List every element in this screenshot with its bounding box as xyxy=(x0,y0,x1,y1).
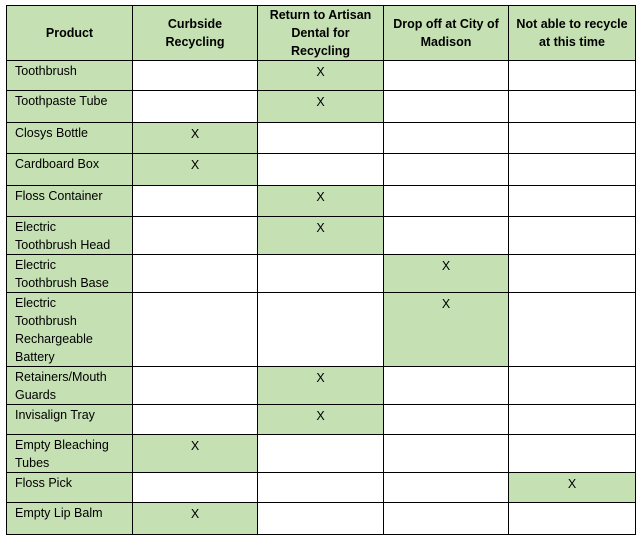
header-cell: Drop off at City of Madison xyxy=(383,5,509,61)
empty-cell xyxy=(383,472,509,503)
marked-cell: X xyxy=(257,404,384,435)
table-row: Closys Bottle X xyxy=(6,122,636,154)
empty-cell xyxy=(383,185,509,217)
empty-cell xyxy=(257,153,384,186)
product-cell: Empty Lip Balm xyxy=(6,502,133,535)
empty-cell xyxy=(508,404,636,435)
empty-cell xyxy=(132,60,258,91)
empty-cell xyxy=(383,366,509,405)
empty-cell xyxy=(508,434,636,473)
empty-cell xyxy=(508,366,636,405)
empty-cell xyxy=(383,122,509,154)
empty-cell xyxy=(508,90,636,123)
empty-cell xyxy=(508,292,636,367)
table-row: Electric Toothbrush Head X xyxy=(6,216,636,255)
empty-cell xyxy=(132,185,258,217)
product-cell: Electric Toothbrush Head xyxy=(6,216,133,255)
marked-cell: X xyxy=(132,122,258,154)
marked-cell: X xyxy=(257,216,384,255)
empty-cell xyxy=(508,216,636,255)
table-row: Electric Toothbrush Base X xyxy=(6,254,636,293)
product-cell: Invisalign Tray xyxy=(6,404,133,435)
table-row: Empty Lip Balm X xyxy=(6,502,636,535)
table-row: Floss Container X xyxy=(6,185,636,217)
empty-cell xyxy=(132,292,258,367)
product-cell: Cardboard Box xyxy=(6,153,133,186)
empty-cell xyxy=(383,90,509,123)
product-cell: Toothpaste Tube xyxy=(6,90,133,123)
table-body: Toothbrush X Toothpaste Tube X Closys Bottle… xyxy=(6,60,636,535)
empty-cell xyxy=(508,502,636,535)
header-cell: Product xyxy=(6,5,133,61)
empty-cell xyxy=(257,472,384,503)
marked-cell: X xyxy=(508,472,636,503)
marked-cell: X xyxy=(257,366,384,405)
empty-cell xyxy=(383,153,509,186)
empty-cell xyxy=(257,434,384,473)
header-cell: Curbside Recycling xyxy=(132,5,258,61)
empty-cell xyxy=(132,90,258,123)
product-cell: Empty Bleaching Tubes xyxy=(6,434,133,473)
empty-cell xyxy=(383,60,509,91)
table-row: Cardboard Box X xyxy=(6,153,636,186)
marked-cell: X xyxy=(257,90,384,123)
table-row: Toothpaste Tube X xyxy=(6,90,636,123)
table-row: Floss Pick X xyxy=(6,472,636,503)
empty-cell xyxy=(508,254,636,293)
marked-cell: X xyxy=(132,434,258,473)
empty-cell xyxy=(132,216,258,255)
header-row: Product Curbside Recycling Return to Artis… xyxy=(6,5,636,61)
empty-cell xyxy=(383,216,509,255)
product-cell: Floss Container xyxy=(6,185,133,217)
marked-cell: X xyxy=(257,185,384,217)
empty-cell xyxy=(508,122,636,154)
empty-cell xyxy=(508,185,636,217)
table-row: Retainers/Mouth Guards X xyxy=(6,366,636,405)
product-cell: Closys Bottle xyxy=(6,122,133,154)
product-cell: Electric Toothbrush Rechargeable Battery xyxy=(6,292,133,367)
empty-cell xyxy=(508,60,636,91)
header-cell: Not able to recycle at this time xyxy=(508,5,636,61)
empty-cell xyxy=(132,366,258,405)
product-cell: Retainers/Mouth Guards xyxy=(6,366,133,405)
empty-cell xyxy=(383,404,509,435)
product-cell: Toothbrush xyxy=(6,60,133,91)
recycling-table: Product Curbside Recycling Return to Artis… xyxy=(6,5,636,535)
table-row: Empty Bleaching Tubes X xyxy=(6,434,636,473)
empty-cell xyxy=(132,404,258,435)
empty-cell xyxy=(257,502,384,535)
table-row: Invisalign Tray X xyxy=(6,404,636,435)
marked-cell: X xyxy=(257,60,384,91)
empty-cell xyxy=(132,254,258,293)
table-row: Toothbrush X xyxy=(6,60,636,91)
empty-cell xyxy=(257,254,384,293)
header-cell: Return to Artisan Dental for Recycling xyxy=(257,5,384,61)
product-cell: Electric Toothbrush Base xyxy=(6,254,133,293)
table-row: Electric Toothbrush Rechargeable Battery… xyxy=(6,292,636,367)
marked-cell: X xyxy=(383,254,509,293)
marked-cell: X xyxy=(132,502,258,535)
empty-cell xyxy=(257,122,384,154)
empty-cell xyxy=(383,502,509,535)
empty-cell xyxy=(383,434,509,473)
product-cell: Floss Pick xyxy=(6,472,133,503)
empty-cell xyxy=(508,153,636,186)
empty-cell xyxy=(132,472,258,503)
marked-cell: X xyxy=(132,153,258,186)
marked-cell: X xyxy=(383,292,509,367)
empty-cell xyxy=(257,292,384,367)
